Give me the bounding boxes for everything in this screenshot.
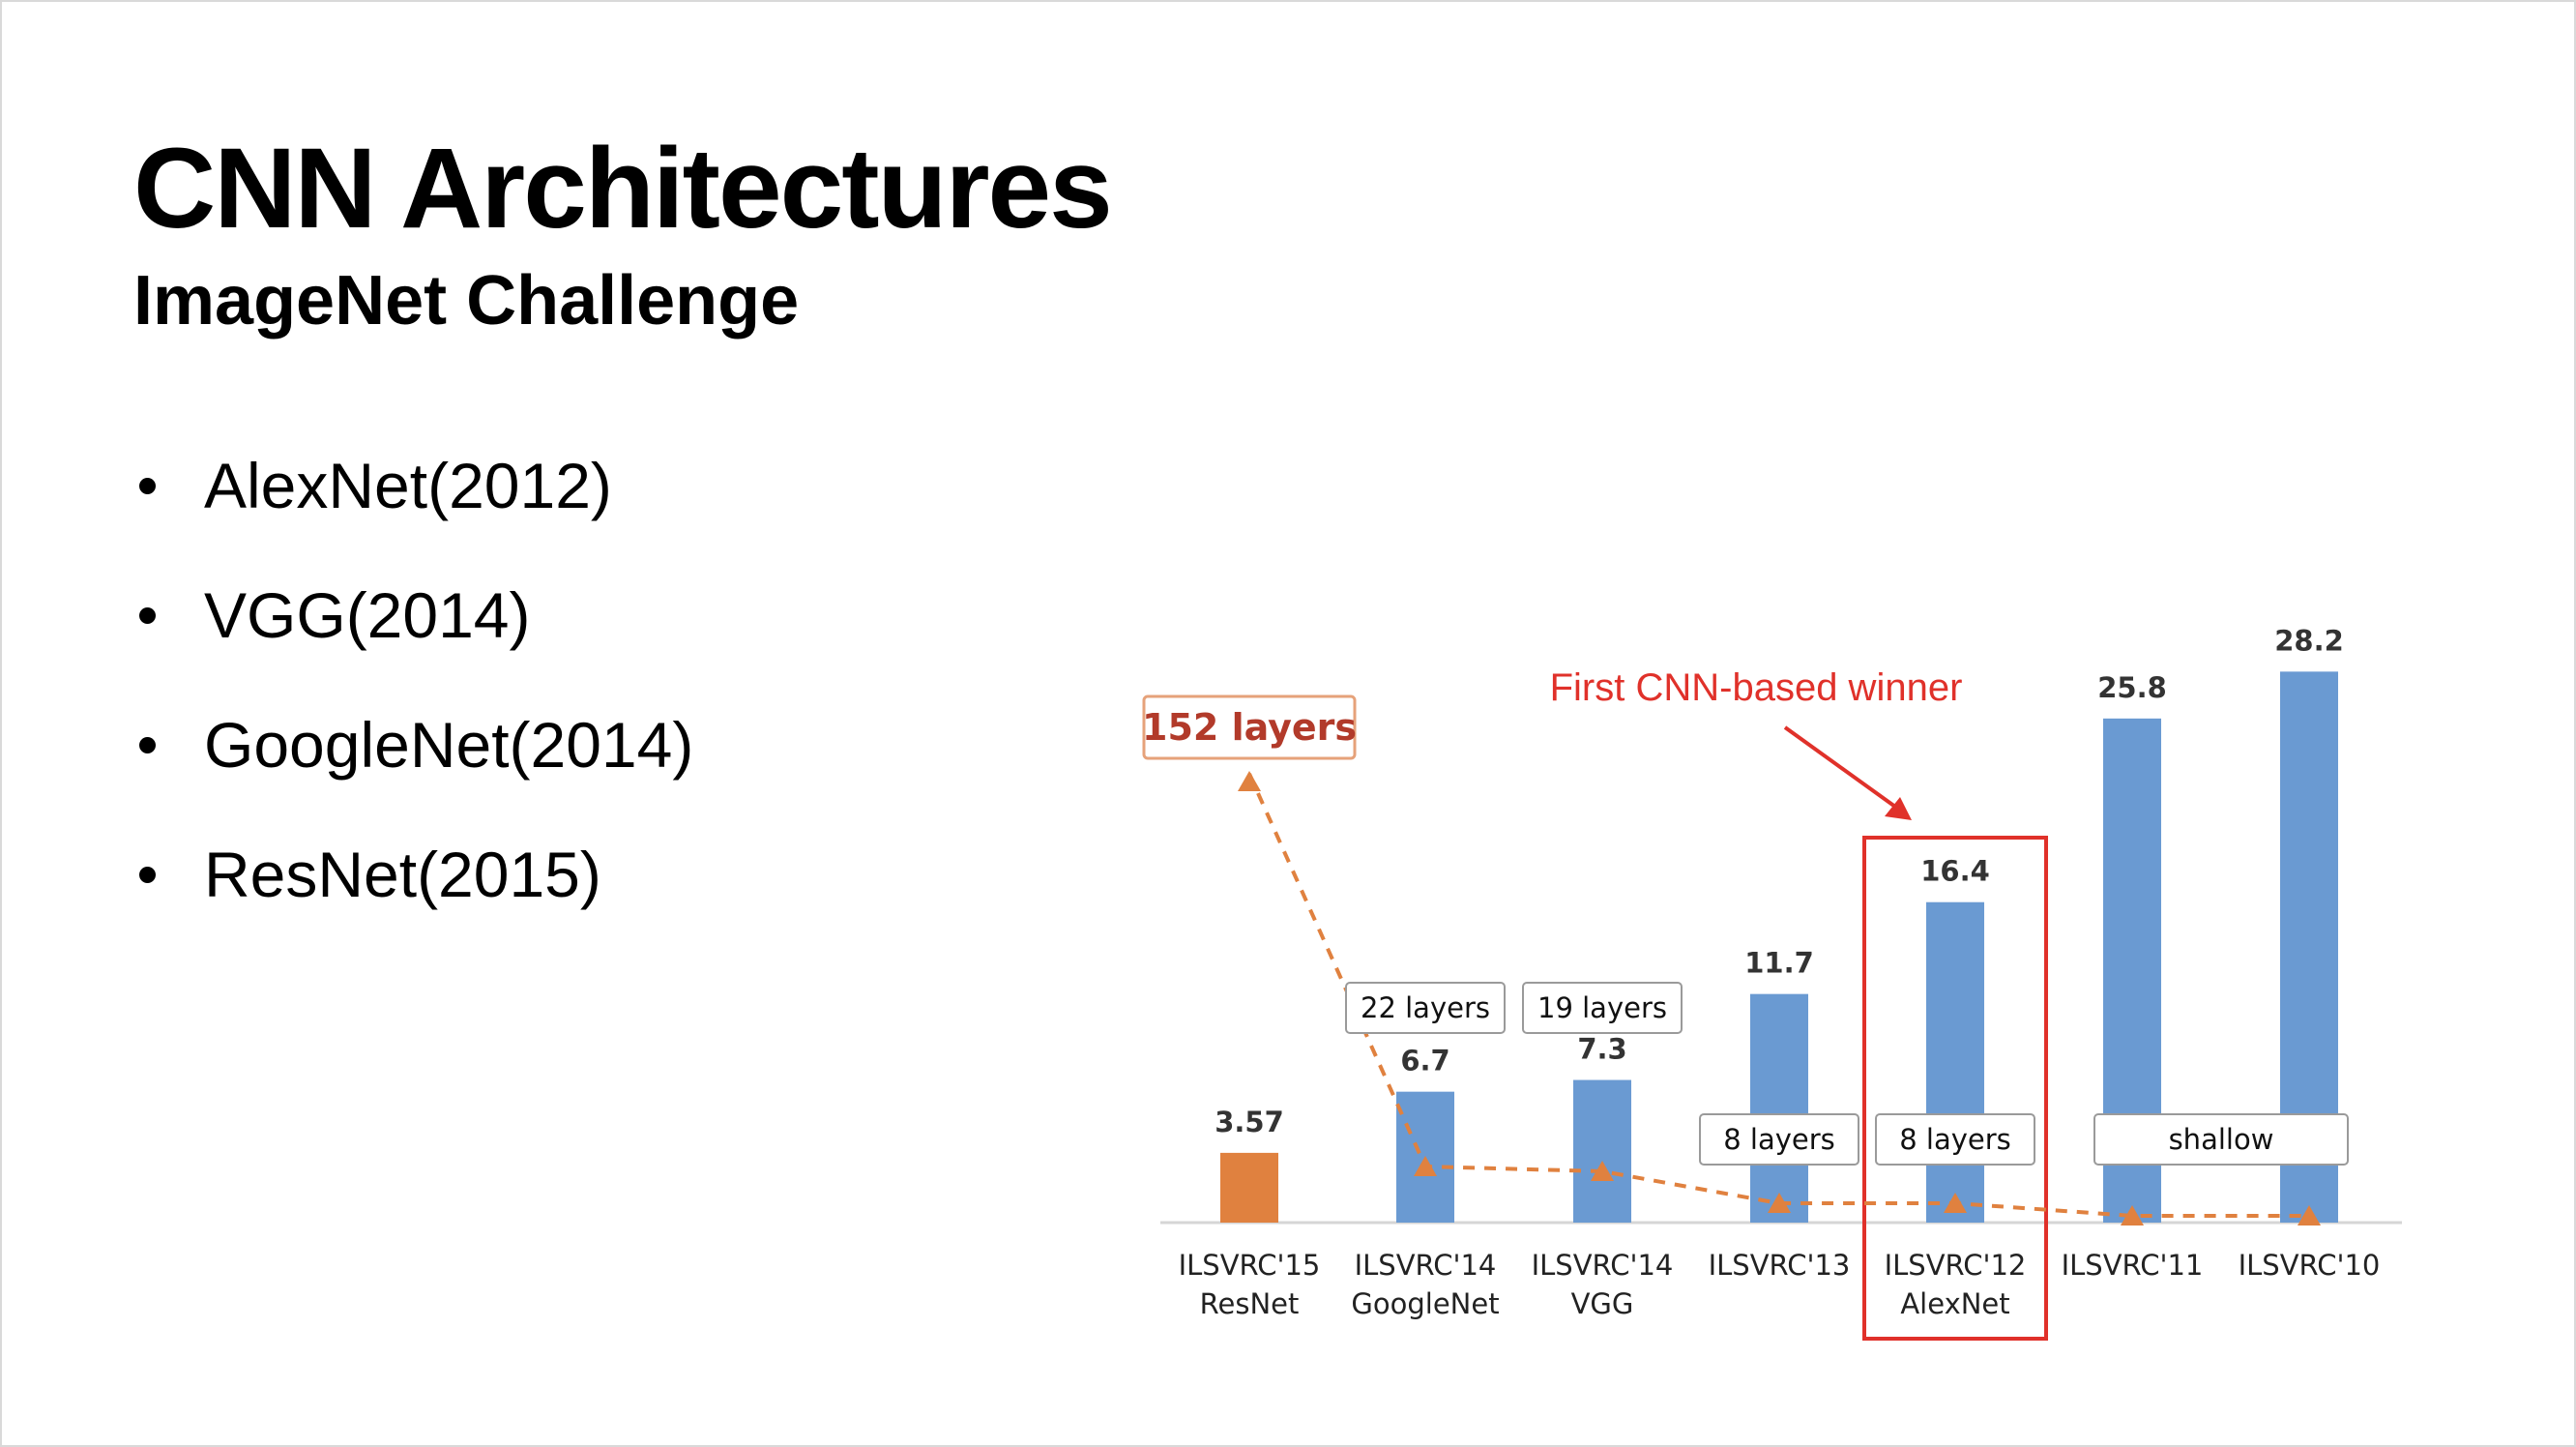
- layer-marker-triangle-icon: [1238, 771, 1261, 791]
- x-tick-label: ILSVRC'11: [2062, 1249, 2204, 1282]
- layer-marker-triangle-icon: [2121, 1205, 2144, 1226]
- bar: [1750, 993, 1808, 1223]
- x-tick-label: ILSVRC'14: [1355, 1249, 1497, 1282]
- layer-label-box: [1345, 982, 1506, 1034]
- layer-label-box: [1875, 1113, 2035, 1166]
- layer-label-box: [1699, 1113, 1859, 1166]
- bar-value-label: 3.57: [1215, 1106, 1284, 1138]
- layer-label-box: [1142, 694, 1357, 760]
- annotation-text: First CNN-based winner: [1550, 666, 1963, 709]
- bullet-list: AlexNet(2012) VGG(2014) GoogleNet(2014) …: [133, 450, 693, 973]
- bar: [1573, 1079, 1631, 1223]
- bar-value-label: 16.4: [1920, 855, 1990, 888]
- x-tick-label: VGG: [1571, 1287, 1634, 1320]
- x-tick-label: GoogleNet: [1351, 1287, 1499, 1320]
- bar: [1220, 1152, 1278, 1223]
- x-tick-label: ILSVRC'15: [1179, 1249, 1321, 1282]
- layer-marker-triangle-icon: [1944, 1193, 1967, 1213]
- bar-value-label: 11.7: [1744, 947, 1814, 980]
- bullet-text: GoogleNet(2014): [204, 709, 694, 781]
- bullet-item: VGG(2014): [133, 579, 693, 651]
- layer-label-text: shallow: [2169, 1123, 2274, 1156]
- layer-label-text: 8 layers: [1723, 1123, 1835, 1156]
- layer-marker-triangle-icon: [1414, 1156, 1437, 1176]
- layer-label-box: [1522, 982, 1683, 1034]
- bar-value-label: 28.2: [2274, 624, 2344, 657]
- bar: [1926, 901, 1984, 1223]
- x-tick-label: ILSVRC'14: [1532, 1249, 1674, 1282]
- bullet-dot-icon: [139, 736, 156, 753]
- bullet-item: GoogleNet(2014): [133, 709, 693, 781]
- bullet-text: AlexNet(2012): [204, 450, 612, 521]
- layer-label-text: 152 layers: [1142, 706, 1357, 749]
- bullet-dot-icon: [139, 866, 156, 883]
- layer-label-text: 22 layers: [1361, 991, 1490, 1024]
- x-tick-label: ILSVRC'12: [1885, 1249, 2027, 1282]
- layer-marker-triangle-icon: [1591, 1161, 1614, 1181]
- bar-value-label: 25.8: [2097, 671, 2167, 704]
- layer-label-box: [2093, 1113, 2349, 1166]
- layer-marker-triangle-icon: [2298, 1205, 2321, 1226]
- highlight-box: [1862, 836, 2048, 1341]
- layer-label-text: 19 layers: [1537, 991, 1667, 1024]
- x-tick-label: ILSVRC'10: [2239, 1249, 2381, 1282]
- x-tick-label: ResNet: [1200, 1287, 1300, 1320]
- annotation-arrow-line: [1783, 725, 1897, 809]
- layer-label-text: 8 layers: [1899, 1123, 2011, 1156]
- bullet-item: ResNet(2015): [133, 839, 693, 910]
- slide-title: CNN Architectures: [133, 125, 1113, 252]
- layer-marker-triangle-icon: [1768, 1193, 1791, 1213]
- bullet-dot-icon: [139, 477, 156, 494]
- bullet-text: ResNet(2015): [204, 839, 601, 910]
- bar-value-label: 7.3: [1577, 1033, 1626, 1066]
- bullet-dot-icon: [139, 606, 156, 624]
- slide-subtitle: ImageNet Challenge: [133, 262, 800, 340]
- bullet-item: AlexNet(2012): [133, 450, 693, 521]
- bullet-text: VGG(2014): [204, 579, 531, 651]
- x-tick-label: AlexNet: [1900, 1287, 2009, 1320]
- annotation-arrow-head-icon: [1885, 797, 1912, 820]
- x-tick-label: ILSVRC'13: [1709, 1249, 1851, 1282]
- bar-value-label: 6.7: [1400, 1045, 1449, 1078]
